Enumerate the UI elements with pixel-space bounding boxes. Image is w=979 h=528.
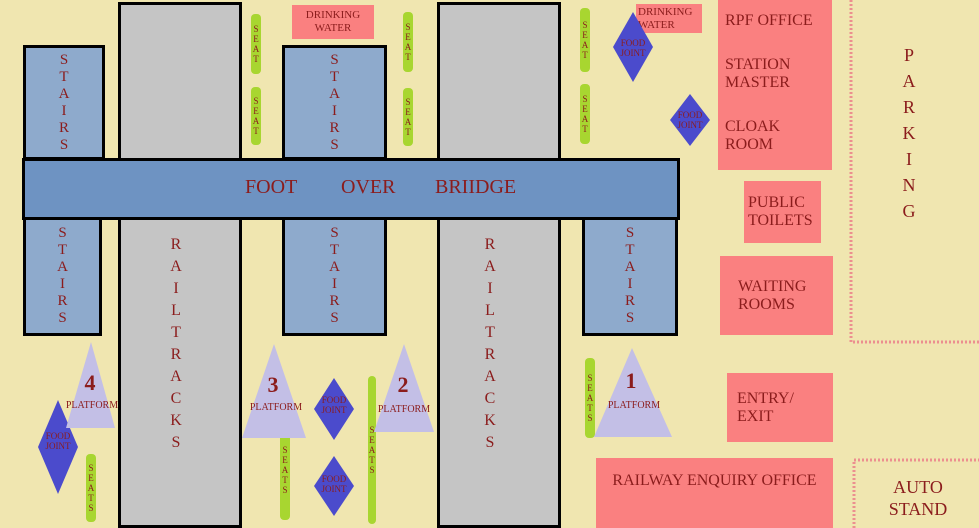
platform-label-3: PLATFORM <box>249 402 303 413</box>
cloak-room-label: CLOAK ROOM <box>725 118 781 153</box>
platform-number-1: 1 <box>625 368 637 393</box>
platform-label-4: PLATFORM <box>65 400 119 411</box>
platform-number-3: 3 <box>267 372 279 397</box>
waiting-rooms: WAITING ROOMS <box>720 256 833 335</box>
public-toilets: PUBLIC TOILETS <box>744 181 821 243</box>
rail-track-right <box>437 2 561 528</box>
platform-number-4: 4 <box>84 370 96 395</box>
railway-enquiry-office: RAILWAY ENQUIRY OFFICE <box>596 458 833 528</box>
platform-2-marker <box>374 344 434 432</box>
food-joint-label: FOOD JOINT <box>677 110 703 130</box>
platform-number-2: 2 <box>397 372 409 397</box>
bridge-word-3: BRIIDGE <box>435 176 517 198</box>
platform-3-marker <box>242 344 306 438</box>
food-joint-diamond <box>314 456 354 516</box>
platform-1-marker <box>594 348 672 437</box>
food-joint-label: FOOD JOINT <box>620 38 646 58</box>
entry-exit: ENTRY/ EXIT <box>727 373 833 442</box>
auto-stand-label: AUTO STAND <box>888 477 948 519</box>
rail-track-left <box>118 2 242 528</box>
drinking-water-right: DRINKING WATER <box>636 4 702 33</box>
drinking-water-left: DRINKING WATER <box>292 5 374 39</box>
bridge-word-2: OVER <box>341 176 396 198</box>
foot-over-bridge: FOOT OVER BRIIDGE <box>22 158 680 220</box>
food-joint-label: FOOD JOINT <box>321 474 347 494</box>
station-office-block <box>718 0 832 170</box>
auto-stand-boundary <box>852 458 979 528</box>
station-master-label: STATION MASTER <box>725 56 791 91</box>
platform-label-1: PLATFORM <box>607 400 661 411</box>
platform-4-marker <box>66 342 115 428</box>
food-joint-diamond <box>613 12 653 82</box>
food-joint-label: FOOD JOINT <box>321 395 347 415</box>
parking-boundary <box>849 0 979 344</box>
rpf-office-label: RPF OFFICE <box>725 12 813 29</box>
food-joint-diamond <box>670 94 710 146</box>
platform-label-2: PLATFORM <box>377 404 431 415</box>
food-joint-diamond <box>314 378 354 440</box>
bridge-word-1: FOOT <box>245 176 298 198</box>
food-joint-label: FOOD JOINT <box>45 431 71 451</box>
